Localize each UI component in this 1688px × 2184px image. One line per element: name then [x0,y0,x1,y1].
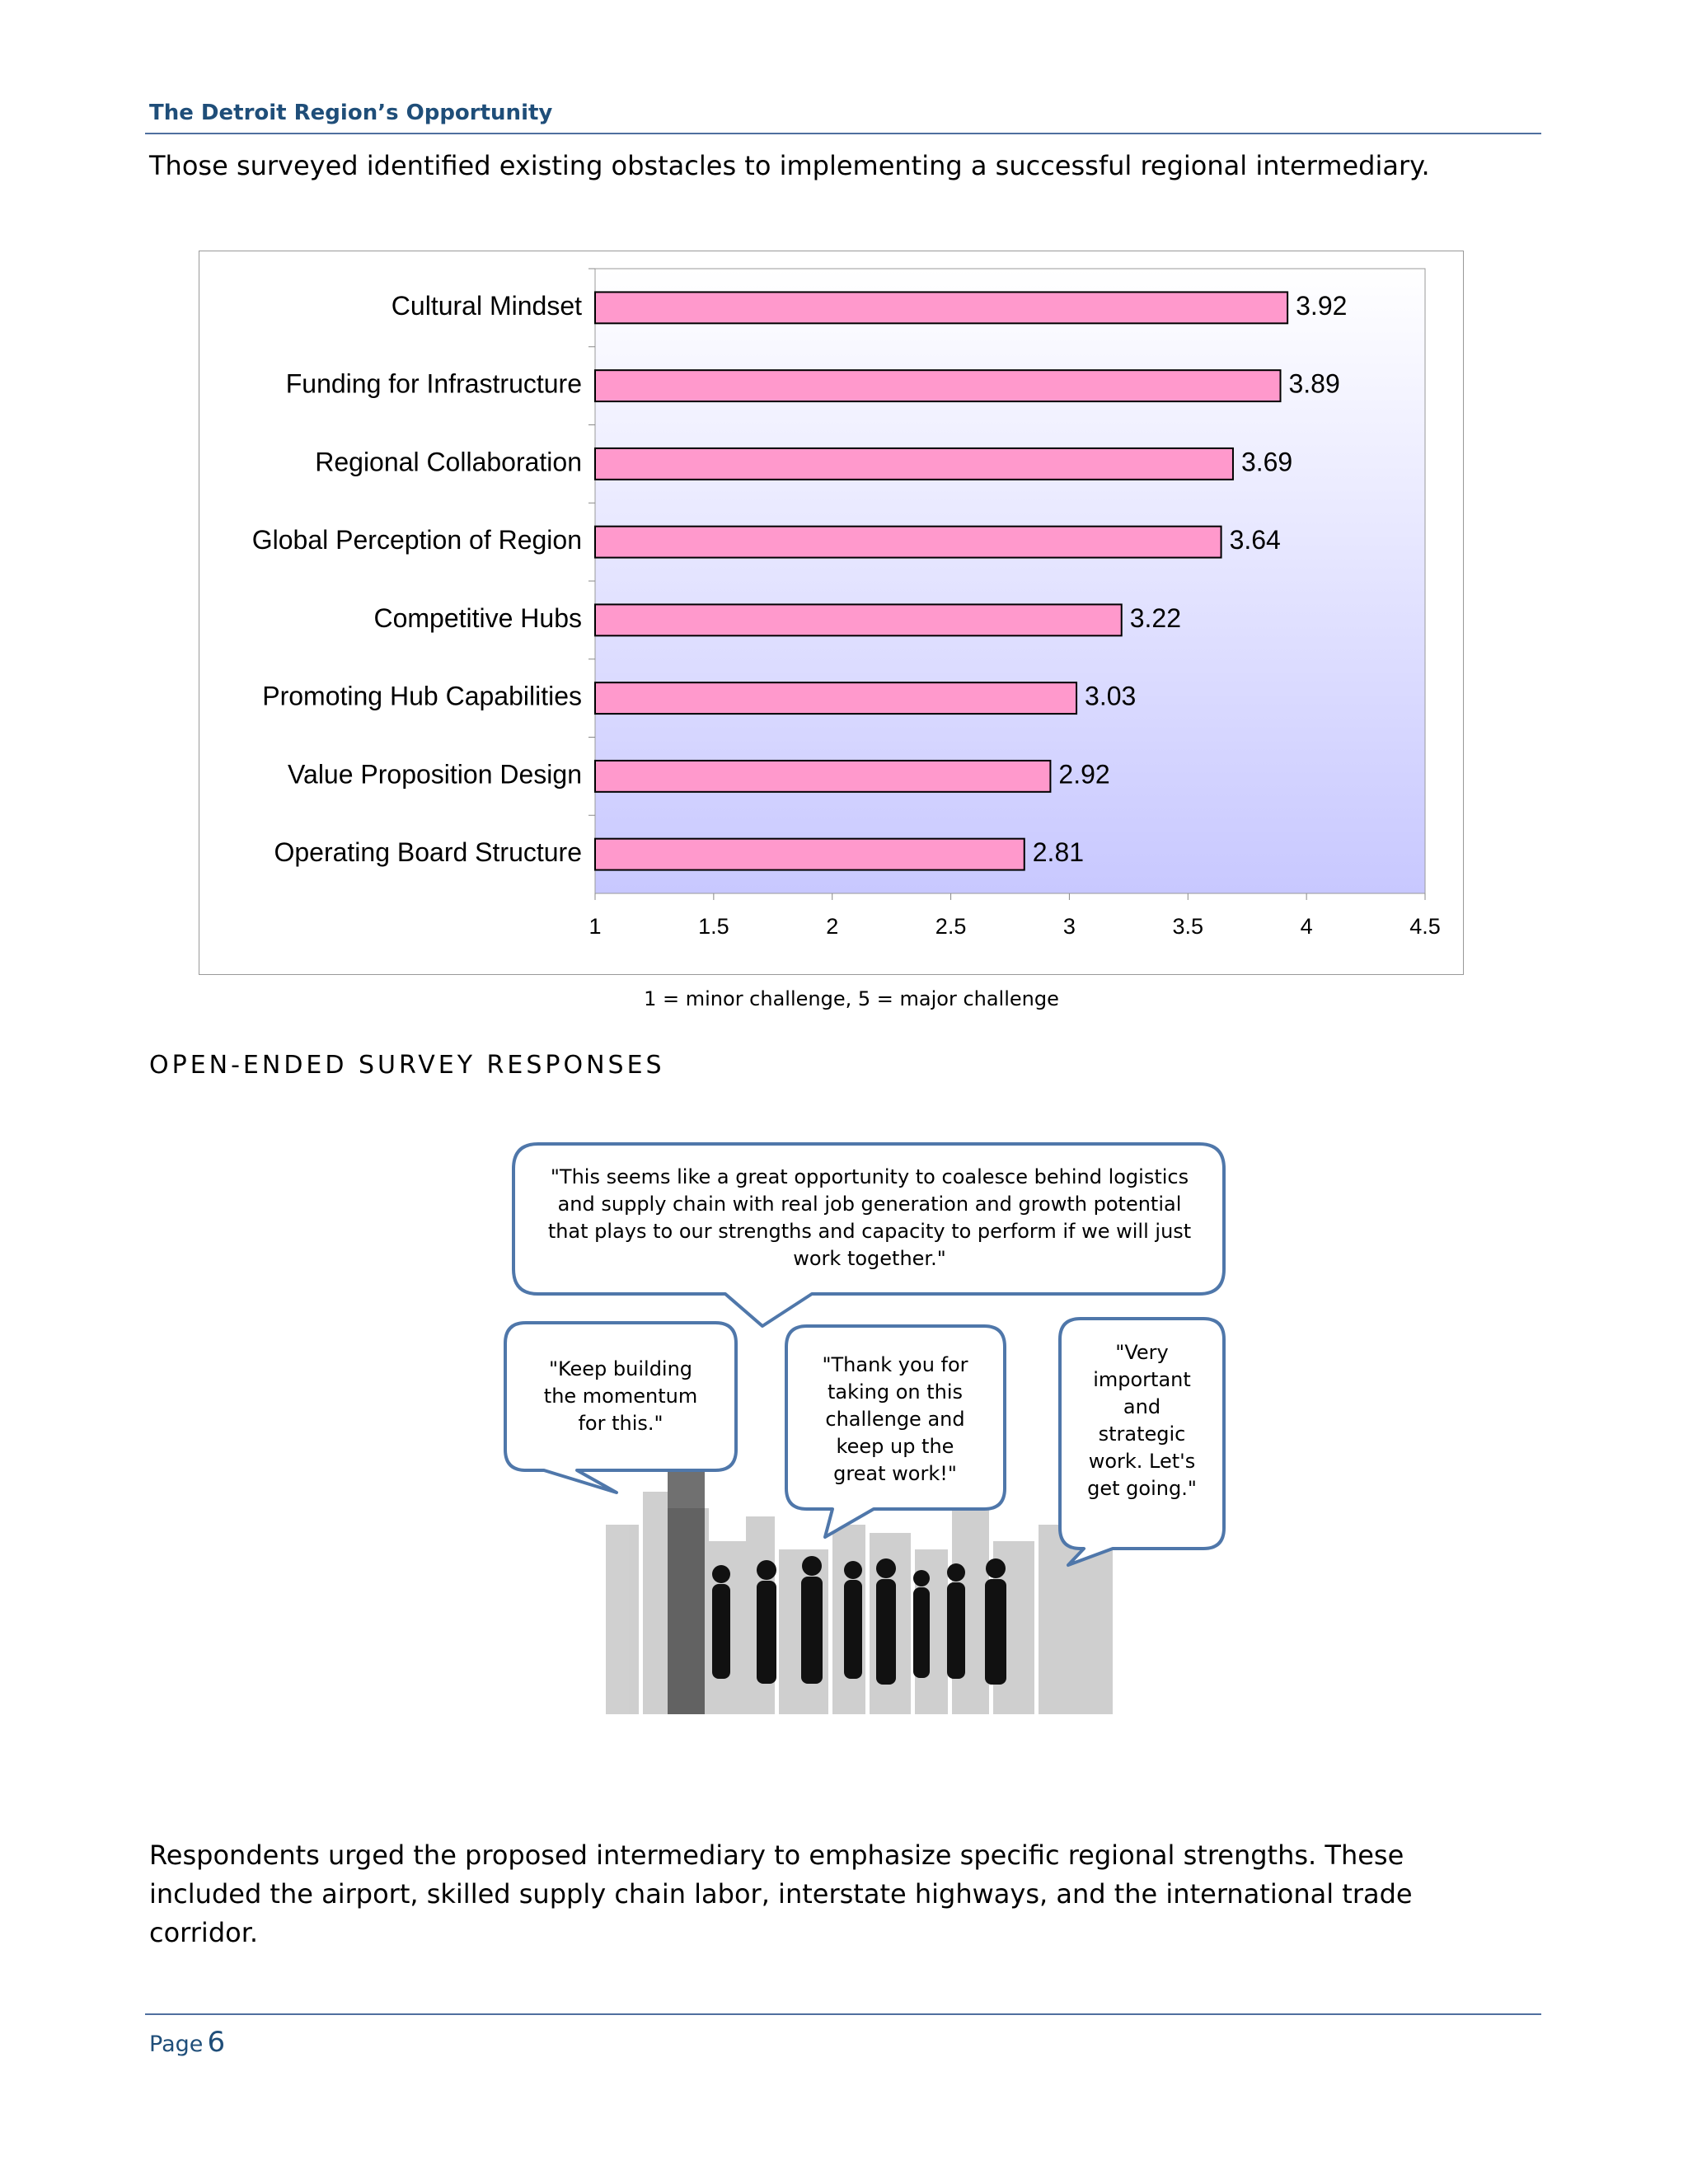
value-label: 3.69 [1241,447,1292,476]
bar [594,525,1222,559]
quote-text: "Very important and strategic work. Let'… [1087,1341,1197,1500]
value-label: 3.64 [1230,525,1281,555]
plot-area [594,268,1426,894]
footer-rule [145,2013,1541,2015]
bar [594,447,1234,480]
x-tick-label: 2.5 [935,914,967,939]
bar [594,603,1123,637]
value-label: 3.92 [1296,291,1347,321]
header-title: The Detroit Region’s Opportunity [149,101,553,125]
value-label: 3.03 [1085,682,1136,711]
chart-caption: 1 = minor challenge, 5 = major challenge [644,987,1059,1010]
value-label: 3.89 [1288,369,1339,399]
people-silhouettes [712,1556,1006,1685]
y-tick-label: Funding for Infrastructure [286,369,582,399]
y-tick-label: Global Perception of Region [252,525,582,555]
value-label: 2.92 [1058,759,1109,789]
x-tick-label: 2 [826,914,838,939]
x-tick-label: 3.5 [1173,914,1204,939]
x-tick-label: 1 [588,914,601,939]
quote-text: "Keep building the momentum for this." [543,1357,698,1435]
tower [668,1467,705,1714]
y-tick-label: Operating Board Structure [274,837,582,867]
x-tick-label: 4.5 [1409,914,1441,939]
bar [594,759,1052,793]
page-number: 6 [207,2026,226,2059]
skyline [606,1492,1113,1714]
x-tick-label: 4 [1301,914,1313,939]
y-tick-label: Promoting Hub Capabilities [262,682,582,711]
quote-text: "Thank you for taking on this challenge … [822,1353,968,1485]
body-text: Respondents urged the proposed intermedi… [149,1840,1413,1948]
footer: Page 6 [149,2026,225,2059]
x-tick-label: 1.5 [698,914,729,939]
bar [594,369,1282,403]
y-tick-label: Cultural Mindset [392,291,582,321]
x-tick-label: 3 [1063,914,1076,939]
value-label: 3.22 [1130,603,1181,633]
header-rule [145,133,1541,134]
page-label: Page [149,2032,204,2057]
bar [594,837,1025,871]
y-tick-label: Value Proposition Design [288,759,582,789]
bar [594,291,1289,325]
value-label: 2.81 [1033,837,1084,867]
chart: 1 1.5 2 2.5 3 3.5 4 4.5 Cultural Mindset 3.92 Fund… [199,251,1464,975]
y-tick-label: Competitive Hubs [373,603,582,633]
bar [594,682,1078,715]
y-tick-label: Regional Collaboration [315,447,582,476]
intro-text: Those surveyed identified existing obsta… [149,150,1430,181]
section-heading: OPEN-ENDED SURVEY RESPONSES [149,1051,665,1080]
quote-text: "This seems like a great opportunity to … [547,1165,1192,1270]
